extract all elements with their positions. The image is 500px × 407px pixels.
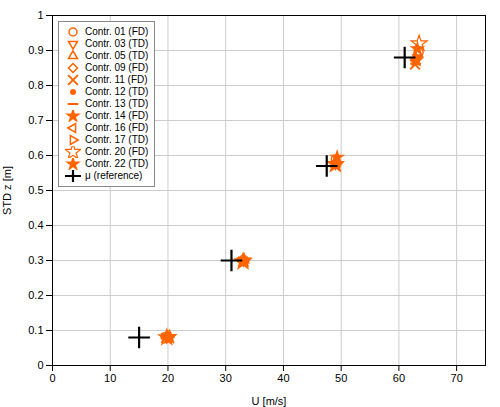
html-text:Contr. 12 (TD): Contr. 12 (TD) [85,86,149,97]
svg-text:0.7: 0.7 [28,114,43,126]
svg-text:0.9: 0.9 [28,44,43,56]
svg-text:0.5: 0.5 [28,184,43,196]
svg-text:STD z [m]: STD z [m] [1,166,13,215]
html-text:Contr. 22 (TD): Contr. 22 (TD) [85,158,149,169]
svg-text:0: 0 [37,359,43,371]
html-text:Contr. 16 (FD): Contr. 16 (FD) [85,122,149,133]
svg-text:70: 70 [451,372,463,384]
svg-text:0.3: 0.3 [28,254,43,266]
svg-text:0.2: 0.2 [28,289,43,301]
html-text:Contr. 20 (FD): Contr. 20 (FD) [85,146,149,157]
html-text:Contr. 01 (FD): Contr. 01 (FD) [85,26,149,37]
html-text:Contr. 09 (FD): Contr. 09 (FD) [85,62,149,73]
svg-text:0.8: 0.8 [28,79,43,91]
svg-text:30: 30 [220,372,232,384]
svg-text:50: 50 [335,372,347,384]
svg-text:10: 10 [104,372,116,384]
svg-text:60: 60 [393,372,405,384]
svg-text:0: 0 [49,372,55,384]
svg-text:0.1: 0.1 [28,324,43,336]
svg-text:1: 1 [37,9,43,21]
html-text:Contr. 13 (TD): Contr. 13 (TD) [85,98,149,109]
svg-text:0.4: 0.4 [28,219,43,231]
html-text:Contr. 03 (TD): Contr. 03 (TD) [85,38,149,49]
svg-text:40: 40 [277,372,289,384]
html-text:Contr. 17 (TD): Contr. 17 (TD) [85,134,149,145]
svg-text:0.6: 0.6 [28,149,43,161]
html-text:Contr. 14 (FD): Contr. 14 (FD) [85,110,149,121]
html-text:Contr. 11 (FD): Contr. 11 (FD) [85,74,148,85]
svg-text:U [m/s]: U [m/s] [252,395,287,407]
html-text:μ (reference): μ (reference) [85,170,143,181]
svg-text:20: 20 [162,372,174,384]
html-text:Contr. 05 (TD): Contr. 05 (TD) [85,50,149,61]
